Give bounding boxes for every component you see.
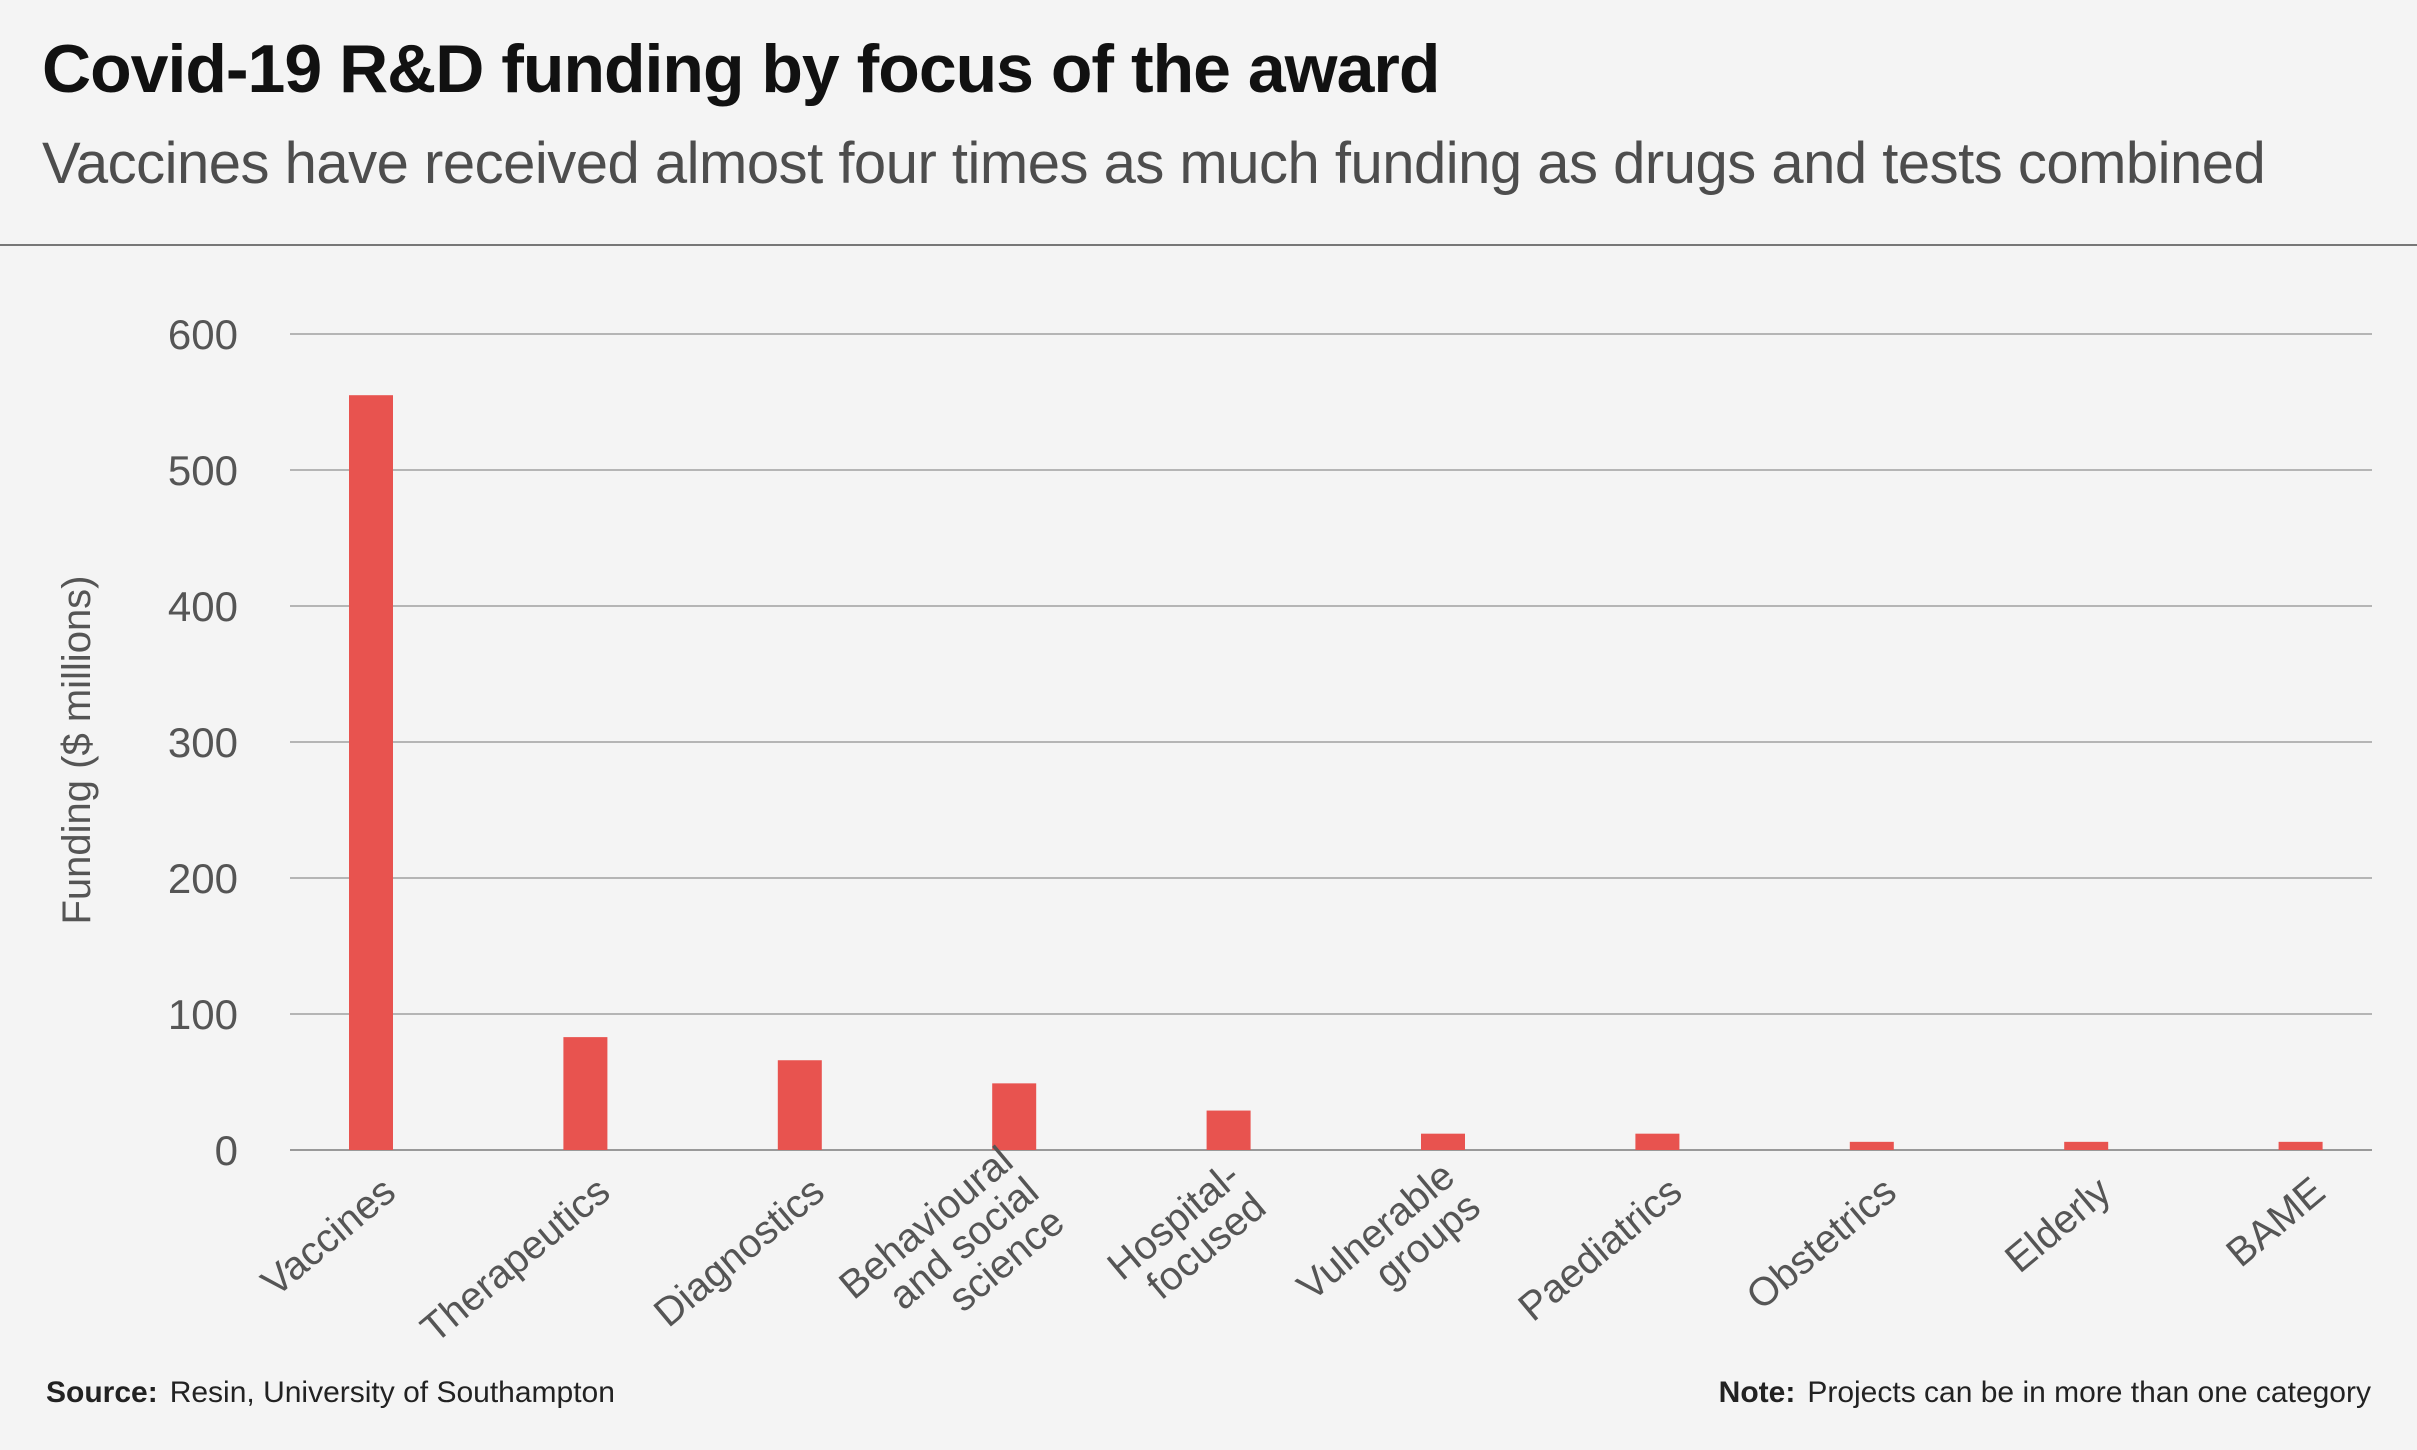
x-tick-label: BAME xyxy=(2218,1169,2333,1276)
x-tick-label: Elderly xyxy=(1997,1169,2119,1281)
x-tick-label-line: Therapeutics xyxy=(413,1169,618,1351)
bar-paediatrics xyxy=(1635,1133,1680,1150)
bar-elderly xyxy=(2064,1141,2109,1150)
x-tick-label: Paediatrics xyxy=(1510,1169,1690,1330)
x-tick-label-line: Obstetrics xyxy=(1738,1169,1904,1318)
chart-title: Covid-19 R&D funding by focus of the awa… xyxy=(42,31,1440,107)
y-axis-ticks: 0 100 200 300 400 500 600 xyxy=(168,311,238,1174)
bar-hospital-focused xyxy=(1206,1110,1251,1150)
x-tick-label: Diagnostics xyxy=(646,1169,833,1336)
source-key: Source: xyxy=(46,1376,158,1409)
footer-note: Note: Projects can be in more than one ca… xyxy=(1719,1376,2371,1410)
gridlines xyxy=(290,333,2372,1151)
bar-vaccines xyxy=(349,395,393,1150)
x-tick-label: Behaviouraland socialscience xyxy=(831,1138,1073,1360)
header-divider xyxy=(0,244,2417,246)
note-text: Projects can be in more than one categor… xyxy=(1807,1376,2371,1409)
x-tick-label-line: Diagnostics xyxy=(646,1169,833,1336)
y-tick-label: 200 xyxy=(168,855,238,902)
x-tick-label-line: Paediatrics xyxy=(1510,1169,1690,1330)
footer-source: Source: Resin, University of Southampton xyxy=(46,1376,615,1410)
x-tick-label-line: Elderly xyxy=(1997,1169,2119,1281)
x-tick-label-line: Vaccines xyxy=(253,1169,403,1305)
bar-bame xyxy=(2278,1141,2323,1150)
bar-therapeutics xyxy=(563,1037,608,1150)
x-axis-categories: Vaccines Therapeutics DiagnosticsBehaviour… xyxy=(253,1138,2333,1360)
x-tick-label: Vaccines xyxy=(253,1169,403,1305)
y-tick-label: 0 xyxy=(215,1127,238,1174)
chart-subtitle: Vaccines have received almost four times… xyxy=(42,131,2266,196)
x-tick-label: Obstetrics xyxy=(1738,1169,1904,1318)
y-tick-label: 500 xyxy=(168,447,238,494)
bar-diagnostics xyxy=(777,1060,822,1150)
y-tick-label: 400 xyxy=(168,583,238,630)
bars xyxy=(349,395,2323,1150)
x-tick-label: Therapeutics xyxy=(413,1169,618,1351)
bar-chart: 0 100 200 300 400 500 600 Vaccines Therapeutics… xyxy=(55,311,2372,1360)
x-tick-label: Vulnerablegroups xyxy=(1289,1154,1488,1340)
y-tick-label: 300 xyxy=(168,719,238,766)
source-text: Resin, University of Southampton xyxy=(169,1376,615,1409)
x-tick-label-line: BAME xyxy=(2218,1169,2333,1276)
y-axis-title: Funding ($ millions) xyxy=(55,575,99,924)
bar-vulnerable-groups xyxy=(1421,1133,1465,1150)
y-tick-label: 600 xyxy=(168,311,238,358)
note-key: Note: xyxy=(1718,1376,1796,1409)
x-tick-label: Hospital-focused xyxy=(1099,1154,1274,1320)
y-tick-label: 100 xyxy=(168,991,238,1038)
bar-behavioural-and-social-science xyxy=(992,1083,1037,1150)
bar-obstetrics xyxy=(1849,1141,1894,1150)
